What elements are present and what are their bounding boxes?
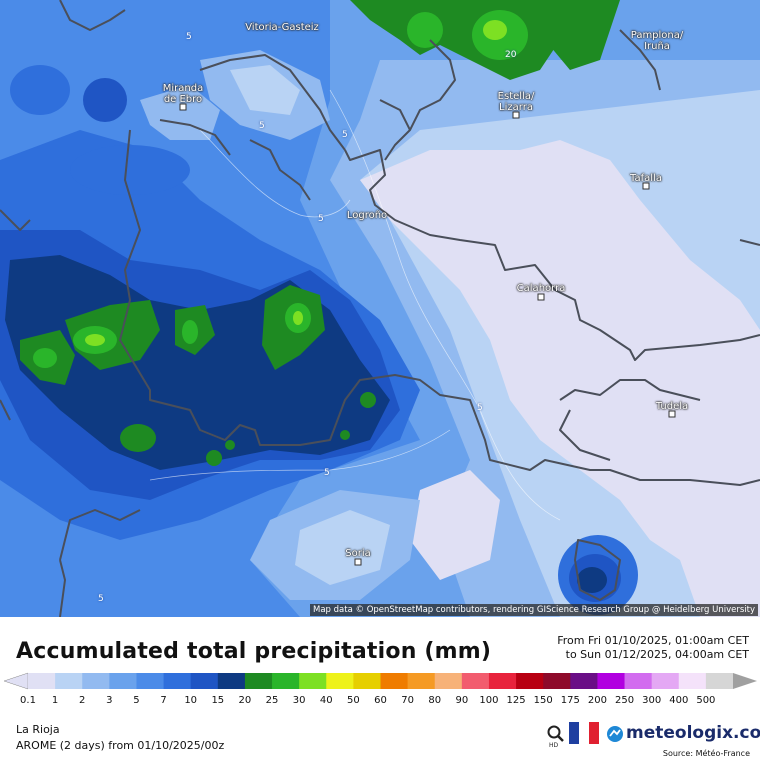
- legend-swatch: [651, 673, 680, 689]
- legend-swatch: [516, 673, 544, 689]
- legend-swatch: [380, 673, 409, 689]
- legend-tick-label: 5: [133, 695, 139, 706]
- city-label-pamplona: Pamplona/ Iruña: [630, 30, 684, 52]
- city-label-estella: Estella/ Lizarra: [497, 91, 535, 113]
- legend-swatch: [217, 673, 246, 689]
- legend-swatch: [488, 673, 517, 689]
- legend-swatch: [82, 673, 110, 689]
- hd-zoom-icon[interactable]: HD: [546, 724, 566, 748]
- legend-swatch: [299, 673, 327, 689]
- legend-tick-label: 50: [347, 695, 360, 706]
- legend-tick-label: 60: [374, 695, 387, 706]
- contour-label: 5: [318, 214, 324, 224]
- city-label-miranda-de-ebro: Miranda de Ebro: [162, 83, 204, 105]
- color-legend: 0.1 1 2 3 5 7 10 15 20 25 30 40 50 60 70 80 90 100 125 150 1…: [3, 672, 757, 706]
- legend-tick-label: 40: [320, 695, 333, 706]
- period-from: From Fri 01/10/2025, 01:00am CET: [557, 634, 749, 647]
- legend-swatch: [678, 673, 707, 689]
- model-run: AROME (2 days) from 01/10/2025/00z: [16, 739, 225, 752]
- legend-swatch: [461, 673, 490, 689]
- contour-label: 5: [259, 121, 265, 131]
- legend-arrow-left: [3, 672, 29, 690]
- legend-tick-label: 175: [561, 695, 580, 706]
- contour-label: 5: [186, 32, 192, 42]
- legend-tick-label: 500: [696, 695, 715, 706]
- legend-swatch: [434, 673, 463, 689]
- map-attribution: Map data © OpenStreetMap contributors, r…: [310, 604, 758, 616]
- legend-tick-label: 2: [79, 695, 85, 706]
- brand-area: HD meteologix.com Source: Météo-France: [530, 720, 760, 760]
- region-name: La Rioja: [16, 723, 60, 736]
- legend-tick-label: 250: [615, 695, 634, 706]
- legend-tick-label: 20: [239, 695, 252, 706]
- city-label-tafalla: Tafalla: [630, 173, 662, 184]
- contour-label: 20: [505, 50, 517, 60]
- city-marker-miranda-de-ebro: [179, 103, 187, 111]
- legend-tick-label: 125: [507, 695, 526, 706]
- france-flag-icon: [569, 722, 599, 744]
- city-label-vitoria-gasteiz: Vitoria-Gasteiz: [245, 22, 319, 33]
- contour-label: 5: [324, 468, 330, 478]
- legend-swatch: [109, 673, 137, 689]
- legend-swatch: [407, 673, 436, 689]
- period-to: to Sun 01/12/2025, 04:00am CET: [565, 648, 749, 661]
- precipitation-map[interactable]: 5 5 5 5 5 5 5 20 Vitoria-Gasteiz Pamplon…: [0, 0, 760, 617]
- data-source: Source: Météo-France: [662, 749, 750, 758]
- legend-swatch: [190, 673, 219, 689]
- legend-swatch: [244, 673, 273, 689]
- legend-tick-label: 15: [211, 695, 224, 706]
- legend-tick-label: 90: [455, 695, 468, 706]
- city-marker-estella: [512, 111, 520, 119]
- legend-swatch: [543, 673, 571, 689]
- city-marker-tafalla: [642, 182, 650, 190]
- legend-tick-label: 0.1: [20, 695, 36, 706]
- brand-name[interactable]: meteologix.com: [626, 723, 760, 743]
- legend-tick-label: 70: [401, 695, 414, 706]
- legend-arrow-right: [733, 673, 757, 689]
- legend-swatch: [353, 673, 381, 689]
- legend-swatch: [55, 673, 83, 689]
- map-title: Accumulated total precipitation (mm): [16, 639, 492, 664]
- legend-swatch: [136, 673, 165, 689]
- contour-label: 5: [477, 403, 483, 413]
- contour-label: 5: [342, 130, 348, 140]
- city-label-soria: Soria: [345, 548, 371, 559]
- legend-tick-label: 300: [642, 695, 661, 706]
- legend-swatch: [597, 673, 626, 689]
- meteologix-logo-icon: [607, 726, 623, 742]
- legend-swatch: [272, 673, 300, 689]
- city-marker-calahorra: [537, 293, 545, 301]
- legend-tick-label: 100: [479, 695, 498, 706]
- legend-swatch: [28, 673, 56, 689]
- legend-tick-label: 200: [588, 695, 607, 706]
- city-marker-tudela: [668, 410, 676, 418]
- legend-swatch: [163, 673, 192, 689]
- city-label-calahorra: Calahorra: [516, 283, 566, 294]
- legend-footer: Accumulated total precipitation (mm) Fro…: [0, 617, 760, 760]
- legend-swatch: [624, 673, 653, 689]
- legend-tick-label: 400: [669, 695, 688, 706]
- map-canvas: [0, 0, 760, 617]
- legend-tick-label: 30: [293, 695, 306, 706]
- legend-swatch: [326, 673, 354, 689]
- legend-tick-label: 80: [428, 695, 441, 706]
- legend-tick-label: 1: [52, 695, 58, 706]
- legend-tick-label: 150: [534, 695, 553, 706]
- city-label-tudela: Tudela: [655, 401, 689, 412]
- city-label-logrono: Logroño: [346, 210, 388, 221]
- legend-tick-label: 3: [106, 695, 112, 706]
- contour-label: 5: [98, 594, 104, 604]
- forecast-period: From Fri 01/10/2025, 01:00am CET to Sun …: [557, 634, 749, 662]
- legend-swatch: [705, 673, 734, 689]
- hd-label: HD: [549, 742, 559, 748]
- legend-tick-label: 25: [266, 695, 279, 706]
- legend-tick-label: 7: [160, 695, 166, 706]
- city-marker-soria: [354, 558, 362, 566]
- legend-swatch: [570, 673, 598, 689]
- legend-tick-label: 10: [184, 695, 197, 706]
